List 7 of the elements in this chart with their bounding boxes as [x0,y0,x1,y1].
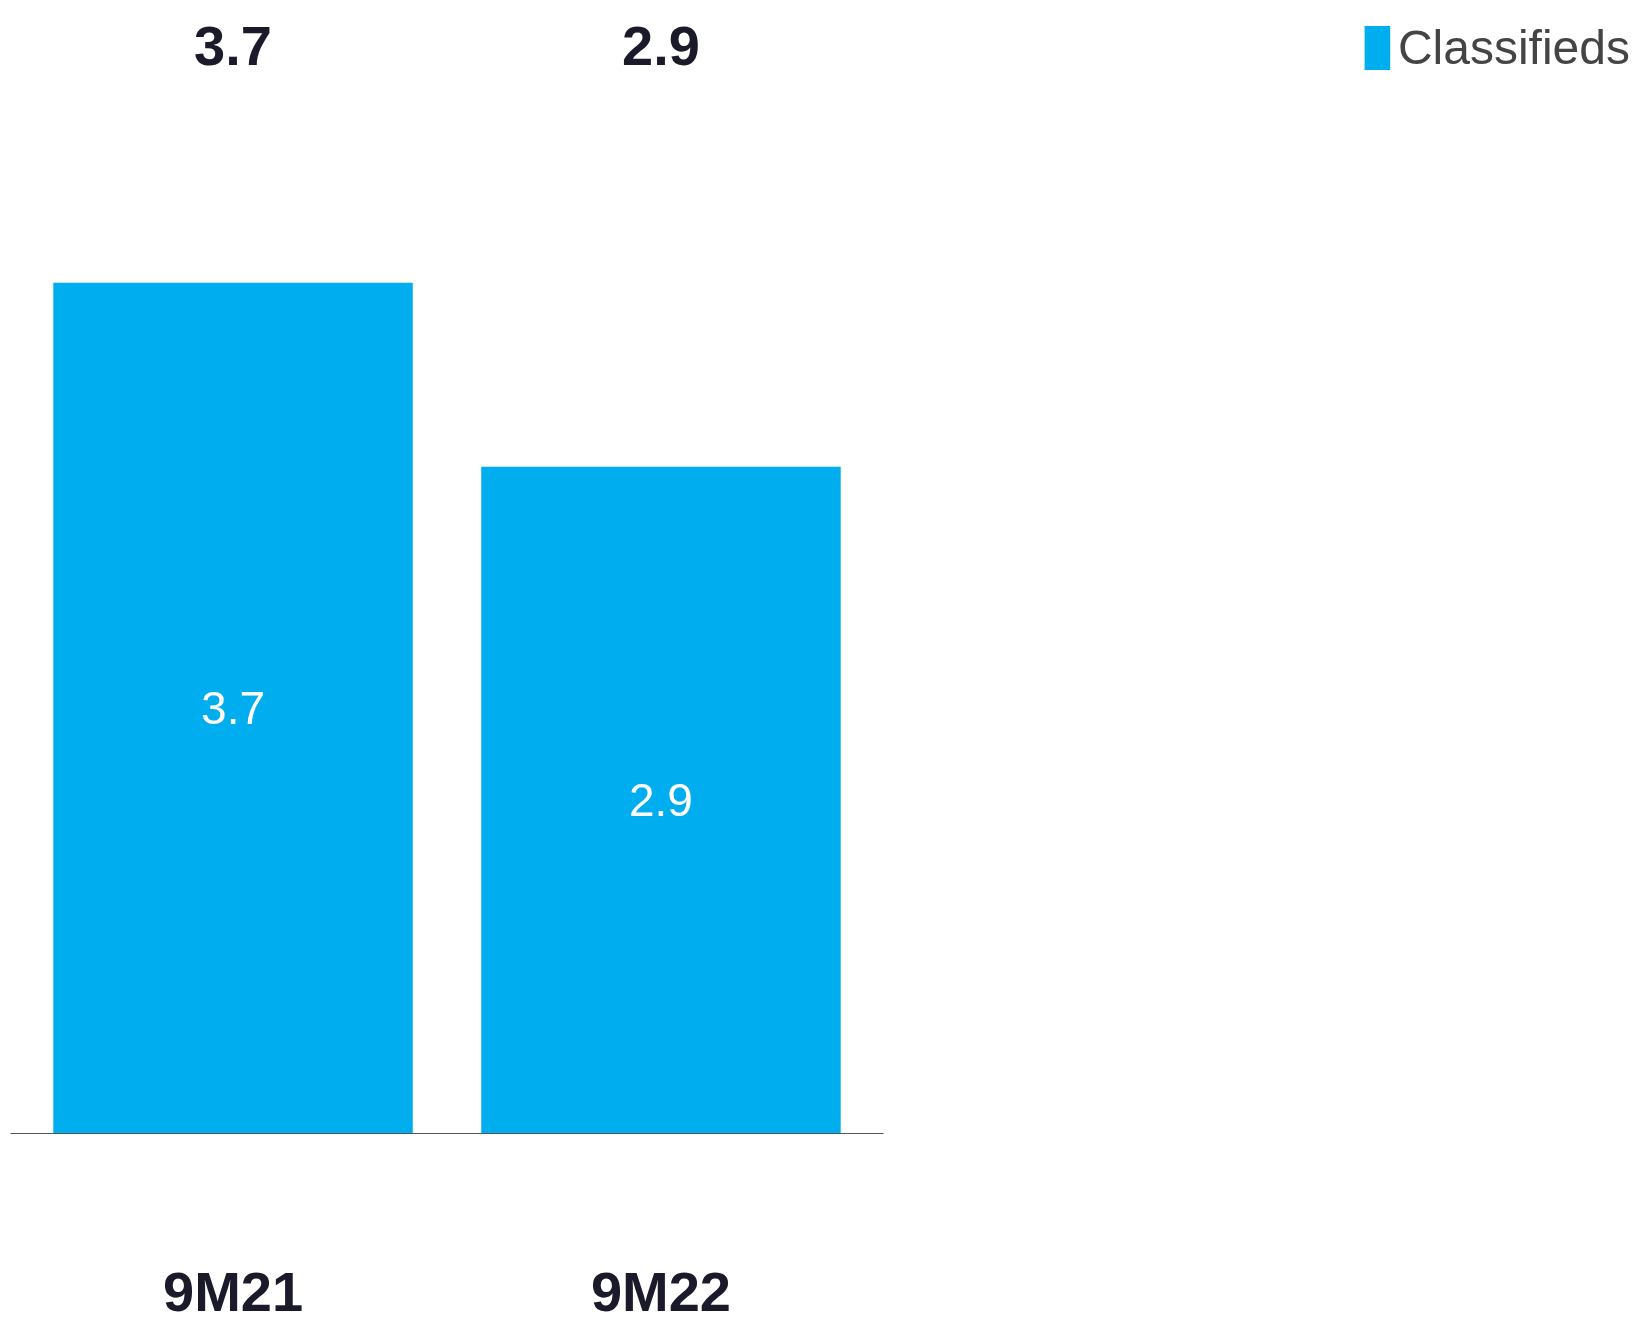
data-label: 2.9 [622,14,700,78]
x-tick-label: 9M22 [590,1259,732,1323]
legend-label: Classifieds [1397,20,1630,75]
data-label: 3.7 [194,14,272,78]
x-tick-label: 9M21 [162,1259,304,1323]
total-label: 3.7 [201,682,266,735]
total-label: 2.9 [629,774,693,827]
